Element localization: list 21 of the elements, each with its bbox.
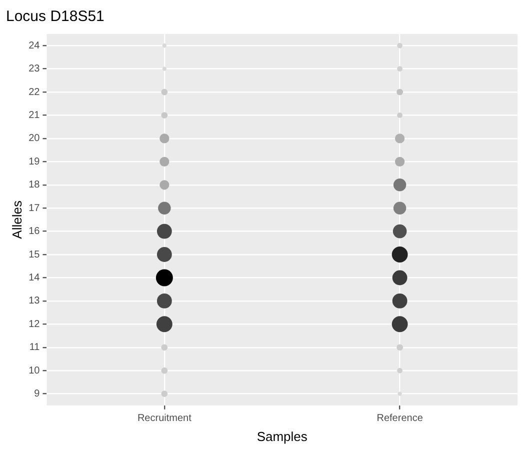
y-tick-label: 17 <box>28 202 40 214</box>
y-tick-label: 15 <box>28 249 40 260</box>
y-tick-label: 14 <box>28 272 40 284</box>
y-tick-label: 20 <box>28 133 40 144</box>
y-tick-label: 16 <box>28 226 40 238</box>
y-tick-label: 10 <box>28 365 40 376</box>
y-tick-label: 9 <box>34 388 40 400</box>
x-axis-title: Samples <box>256 428 308 444</box>
y-tick-label: 18 <box>28 180 40 191</box>
chart-title: Locus D18S51 <box>6 8 104 26</box>
y-tick-label: 11 <box>29 342 40 354</box>
y-tick-label: 12 <box>28 318 40 330</box>
y-axis-title: Alleles <box>9 200 24 239</box>
x-tick-label: Reference <box>376 413 424 424</box>
y-tick-label: 13 <box>28 296 40 307</box>
y-tick-label: 22 <box>28 86 40 98</box>
y-tick-label: 23 <box>28 64 40 75</box>
y-tick-label: 24 <box>28 40 40 52</box>
x-tick-label: Recruitment <box>137 413 192 424</box>
y-tick-label: 19 <box>28 156 40 168</box>
y-tick-label: 21 <box>28 110 40 121</box>
